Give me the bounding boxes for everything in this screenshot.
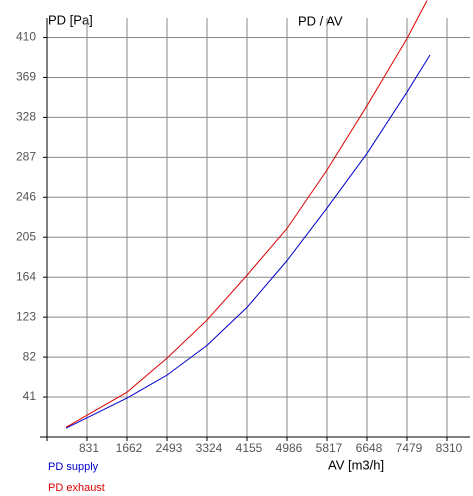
- x-tick-label: 4986: [276, 441, 303, 455]
- x-tick-label: 831: [79, 441, 99, 455]
- legend-entry: PD exhaust: [48, 482, 105, 494]
- x-tick-label: 6648: [356, 441, 383, 455]
- data-line: [65, 0, 428, 428]
- y-tick-label: 41: [23, 389, 37, 403]
- legend-entry: PD supply: [48, 461, 99, 473]
- x-tick-label: 5817: [316, 441, 343, 455]
- y-tick-label: 287: [16, 150, 36, 164]
- data-line: [65, 54, 431, 429]
- y-tick-label: 205: [16, 229, 36, 243]
- x-tick-label: 1662: [116, 441, 143, 455]
- x-tick-label: 8310: [436, 441, 463, 455]
- y-tick-label: 82: [23, 349, 37, 363]
- y-axis-label: PD [Pa]: [48, 12, 93, 27]
- x-axis-label: AV [m3/h]: [328, 457, 384, 472]
- y-tick-label: 410: [16, 30, 36, 44]
- x-tick-label: 4155: [236, 441, 263, 455]
- y-tick-label: 369: [16, 70, 36, 84]
- y-tick-label: 164: [16, 269, 36, 283]
- x-tick-label: 7479: [396, 441, 423, 455]
- y-tick-label: 246: [16, 189, 36, 203]
- chart-title: PD / AV: [298, 13, 343, 28]
- y-tick-label: 123: [16, 309, 36, 323]
- y-tick-label: 328: [16, 110, 36, 124]
- x-tick-label: 2493: [156, 441, 183, 455]
- x-tick-label: 3324: [196, 441, 223, 455]
